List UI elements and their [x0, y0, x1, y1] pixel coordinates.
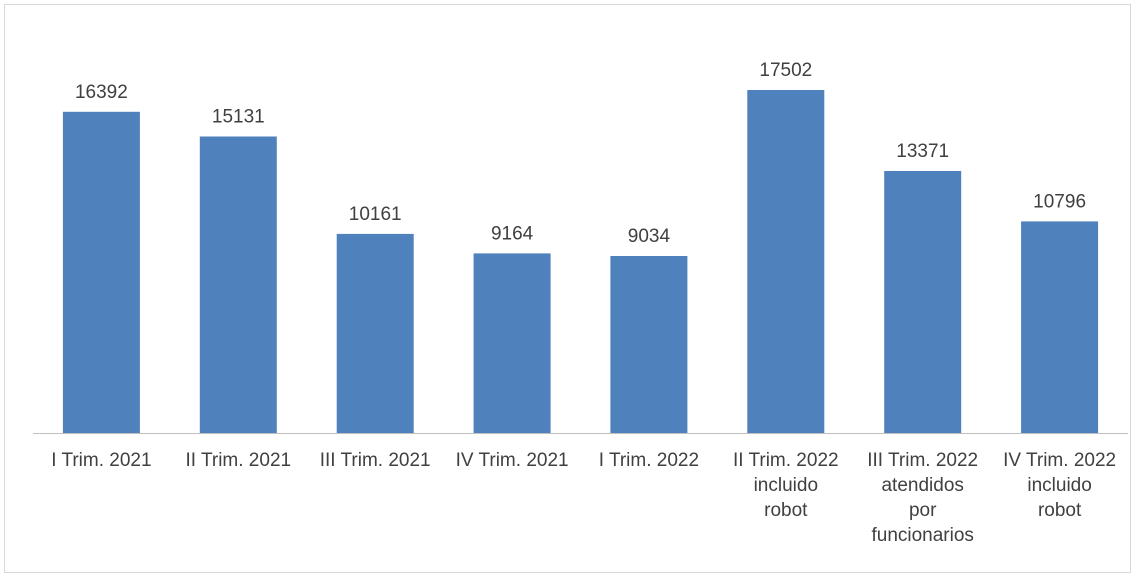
x-tick-label-line: III Trim. 2021 [320, 450, 431, 471]
bar [336, 233, 414, 433]
x-tick-label: II Trim. 2022 incluido robot [733, 450, 839, 521]
x-tick-label-line: II Trim. 2021 [185, 450, 291, 471]
data-label: 13371 [896, 141, 949, 162]
data-label: 17502 [759, 60, 812, 81]
x-tick-label-line: I Trim. 2022 [599, 450, 699, 471]
data-label: 10796 [1033, 191, 1086, 212]
x-tick-label-line: robot [1038, 500, 1082, 521]
x-tick-label: II Trim. 2021 [185, 450, 291, 471]
x-tick-label-line: IV Trim. 2021 [456, 450, 569, 471]
data-label: 16392 [75, 82, 128, 103]
bar [473, 253, 551, 433]
x-tick-label-line: incluido [754, 475, 818, 496]
x-tick-label-line: III Trim. 2022 [867, 450, 978, 471]
bar [199, 136, 277, 433]
x-tick-label: III Trim. 2021 [320, 450, 431, 471]
bar [62, 111, 140, 434]
bar [747, 90, 825, 433]
x-tick-label: I Trim. 2021 [51, 450, 151, 471]
bars-layer [62, 90, 1099, 434]
bar [610, 256, 688, 433]
data-label: 15131 [212, 107, 265, 128]
x-tick-label: I Trim. 2022 [599, 450, 699, 471]
x-tick-label-line: I Trim. 2021 [51, 450, 151, 471]
x-tick-label-line: robot [764, 500, 808, 521]
data-label: 9034 [628, 226, 671, 247]
x-tick-label: III Trim. 2022 atendidos por funcionarios [867, 450, 978, 546]
bar-chart: 16392 15131 10161 9164 9034 17502 13371 10796 I… [33, 60, 1128, 546]
x-tick-label-line: funcionarios [871, 525, 973, 546]
bar [1021, 221, 1099, 433]
data-label: 9164 [491, 223, 534, 244]
x-tick-labels-layer: I Trim. 2021 II Trim. 2021 III Trim. 2021 I… [51, 450, 1116, 546]
bar [884, 171, 962, 433]
x-tick-label: IV Trim. 2021 [456, 450, 569, 471]
data-label: 10161 [349, 204, 402, 225]
x-tick-label-line: por [909, 500, 937, 521]
x-tick-label-line: atendidos [881, 475, 963, 496]
x-tick-label-line: IV Trim. 2022 [1003, 450, 1116, 471]
x-tick-label-line: II Trim. 2022 [733, 450, 839, 471]
x-tick-label-line: incluido [1027, 475, 1091, 496]
x-tick-label: IV Trim. 2022 incluido robot [1003, 450, 1116, 521]
chart-frame: 16392 15131 10161 9164 9034 17502 13371 10796 I… [4, 4, 1131, 573]
data-labels-layer: 16392 15131 10161 9164 9034 17502 13371 10796 [75, 60, 1086, 247]
